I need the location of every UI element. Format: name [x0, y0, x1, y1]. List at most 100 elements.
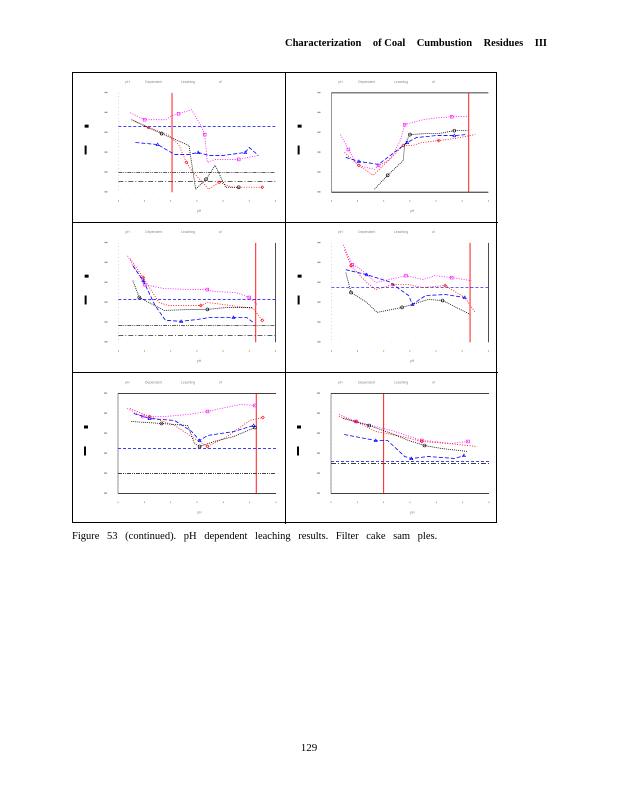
x-tick-mark [487, 200, 489, 202]
x-tick-mark [196, 501, 198, 504]
data-point-blue [155, 142, 160, 147]
series-line-red [338, 416, 478, 447]
y-tick-mark [317, 472, 320, 474]
header-word: Residues [483, 38, 524, 49]
chart-title-word: pH [338, 381, 343, 385]
data-point-magenta [420, 438, 424, 443]
chart-title-word: pH [125, 80, 130, 84]
x-tick-mark [357, 350, 358, 352]
x-tick-mark [330, 501, 332, 504]
x-tick-mark [222, 350, 224, 352]
data-point-blue [461, 453, 466, 457]
y-tick-mark [317, 392, 320, 394]
data-point-red [436, 138, 441, 143]
data-point-magenta [203, 132, 207, 137]
x-tick-mark [409, 200, 411, 202]
chart-title-word: of [219, 80, 222, 84]
y-tick-mark [317, 492, 320, 494]
x-tick-mark [170, 350, 172, 352]
chart-svg: pH Dependent Leaching of pH [84, 381, 277, 515]
y-tick-mark [104, 261, 108, 264]
data-point-black [452, 128, 457, 133]
data-point-red [443, 283, 448, 288]
data-point-blue [409, 456, 414, 460]
chart-title-word: of [219, 230, 222, 234]
x-tick-mark [117, 501, 119, 504]
x-tick-mark [118, 200, 119, 202]
x-tick-mark [118, 350, 119, 352]
data-point-red [260, 318, 265, 323]
data-point-red [260, 415, 265, 420]
y-tick-mark [104, 131, 108, 133]
chart-title-word: Dependent [358, 230, 375, 234]
series-line-magenta [338, 414, 468, 444]
x-tick-mark [222, 200, 224, 202]
y-tick-mark [104, 91, 108, 94]
x-tick-mark [144, 200, 145, 202]
data-point-black [204, 177, 208, 182]
y-tick-mark [104, 492, 107, 494]
y-tick-mark [104, 321, 108, 323]
series-line-red [344, 249, 476, 313]
chart-title-word: Dependent [145, 381, 162, 385]
series-line-red [131, 119, 263, 190]
y-axis-label-glyph [297, 425, 301, 429]
data-point-blue [373, 438, 378, 442]
data-point-black [440, 298, 445, 303]
chart-panel-5: pH Dependent Leaching of pH [73, 373, 286, 524]
x-tick-mark [249, 501, 251, 504]
chart-title-word: of [219, 381, 222, 385]
x-axis-label: pH [410, 359, 415, 363]
y-tick-mark [104, 412, 107, 414]
x-tick-mark [383, 200, 385, 202]
x-tick-mark [461, 350, 463, 352]
y-axis-label-glyph [84, 124, 89, 128]
y-tick-mark [317, 261, 321, 264]
series-line-black [342, 418, 468, 452]
x-tick-mark [409, 501, 411, 504]
data-point-black [253, 425, 257, 430]
x-tick-mark [357, 200, 358, 202]
data-point-black [400, 305, 404, 310]
series-line-blue [344, 434, 465, 459]
series-line-magenta [130, 109, 259, 163]
chart-title-word: pH [125, 381, 130, 385]
data-point-black [385, 173, 390, 178]
data-point-black [197, 444, 202, 449]
header-word: Cumbustion [416, 38, 473, 49]
data-point-magenta [142, 117, 147, 122]
x-tick-mark [274, 350, 276, 352]
y-tick-mark [317, 171, 321, 173]
series-line-blue [132, 265, 254, 323]
chart-panel-2: pH Dependent Leaching of pH [286, 73, 498, 223]
chart-panel-4: pH Dependent Leaching of pH [286, 223, 498, 373]
data-point-blue [231, 315, 236, 319]
x-tick-mark [222, 501, 224, 504]
chart-title-word: Dependent [145, 230, 162, 234]
data-point-black [205, 307, 210, 312]
series-line-black [132, 280, 254, 311]
series-line-red [129, 258, 263, 321]
chart-title-word: Leaching [394, 230, 408, 234]
y-tick-mark [317, 191, 321, 193]
y-axis-label-glyph [297, 446, 299, 456]
data-point-blue [141, 278, 146, 283]
y-tick-mark [317, 412, 320, 414]
y-tick-mark [317, 151, 321, 153]
series-line-blue [345, 134, 467, 165]
series-line-black [345, 272, 471, 315]
y-tick-mark [317, 241, 321, 244]
page-number: 129 [300, 742, 318, 754]
data-point-red [354, 419, 358, 424]
series-line-magenta [127, 255, 258, 305]
data-point-red [205, 444, 210, 449]
y-tick-mark [104, 111, 108, 114]
x-axis-label: pH [197, 511, 202, 515]
data-point-blue [243, 150, 248, 154]
x-tick-mark [170, 200, 172, 202]
series-line-blue [345, 269, 465, 306]
data-point-red [217, 180, 222, 185]
series-line-blue [135, 142, 259, 156]
data-point-blue [410, 302, 415, 306]
data-point-blue [452, 133, 457, 138]
